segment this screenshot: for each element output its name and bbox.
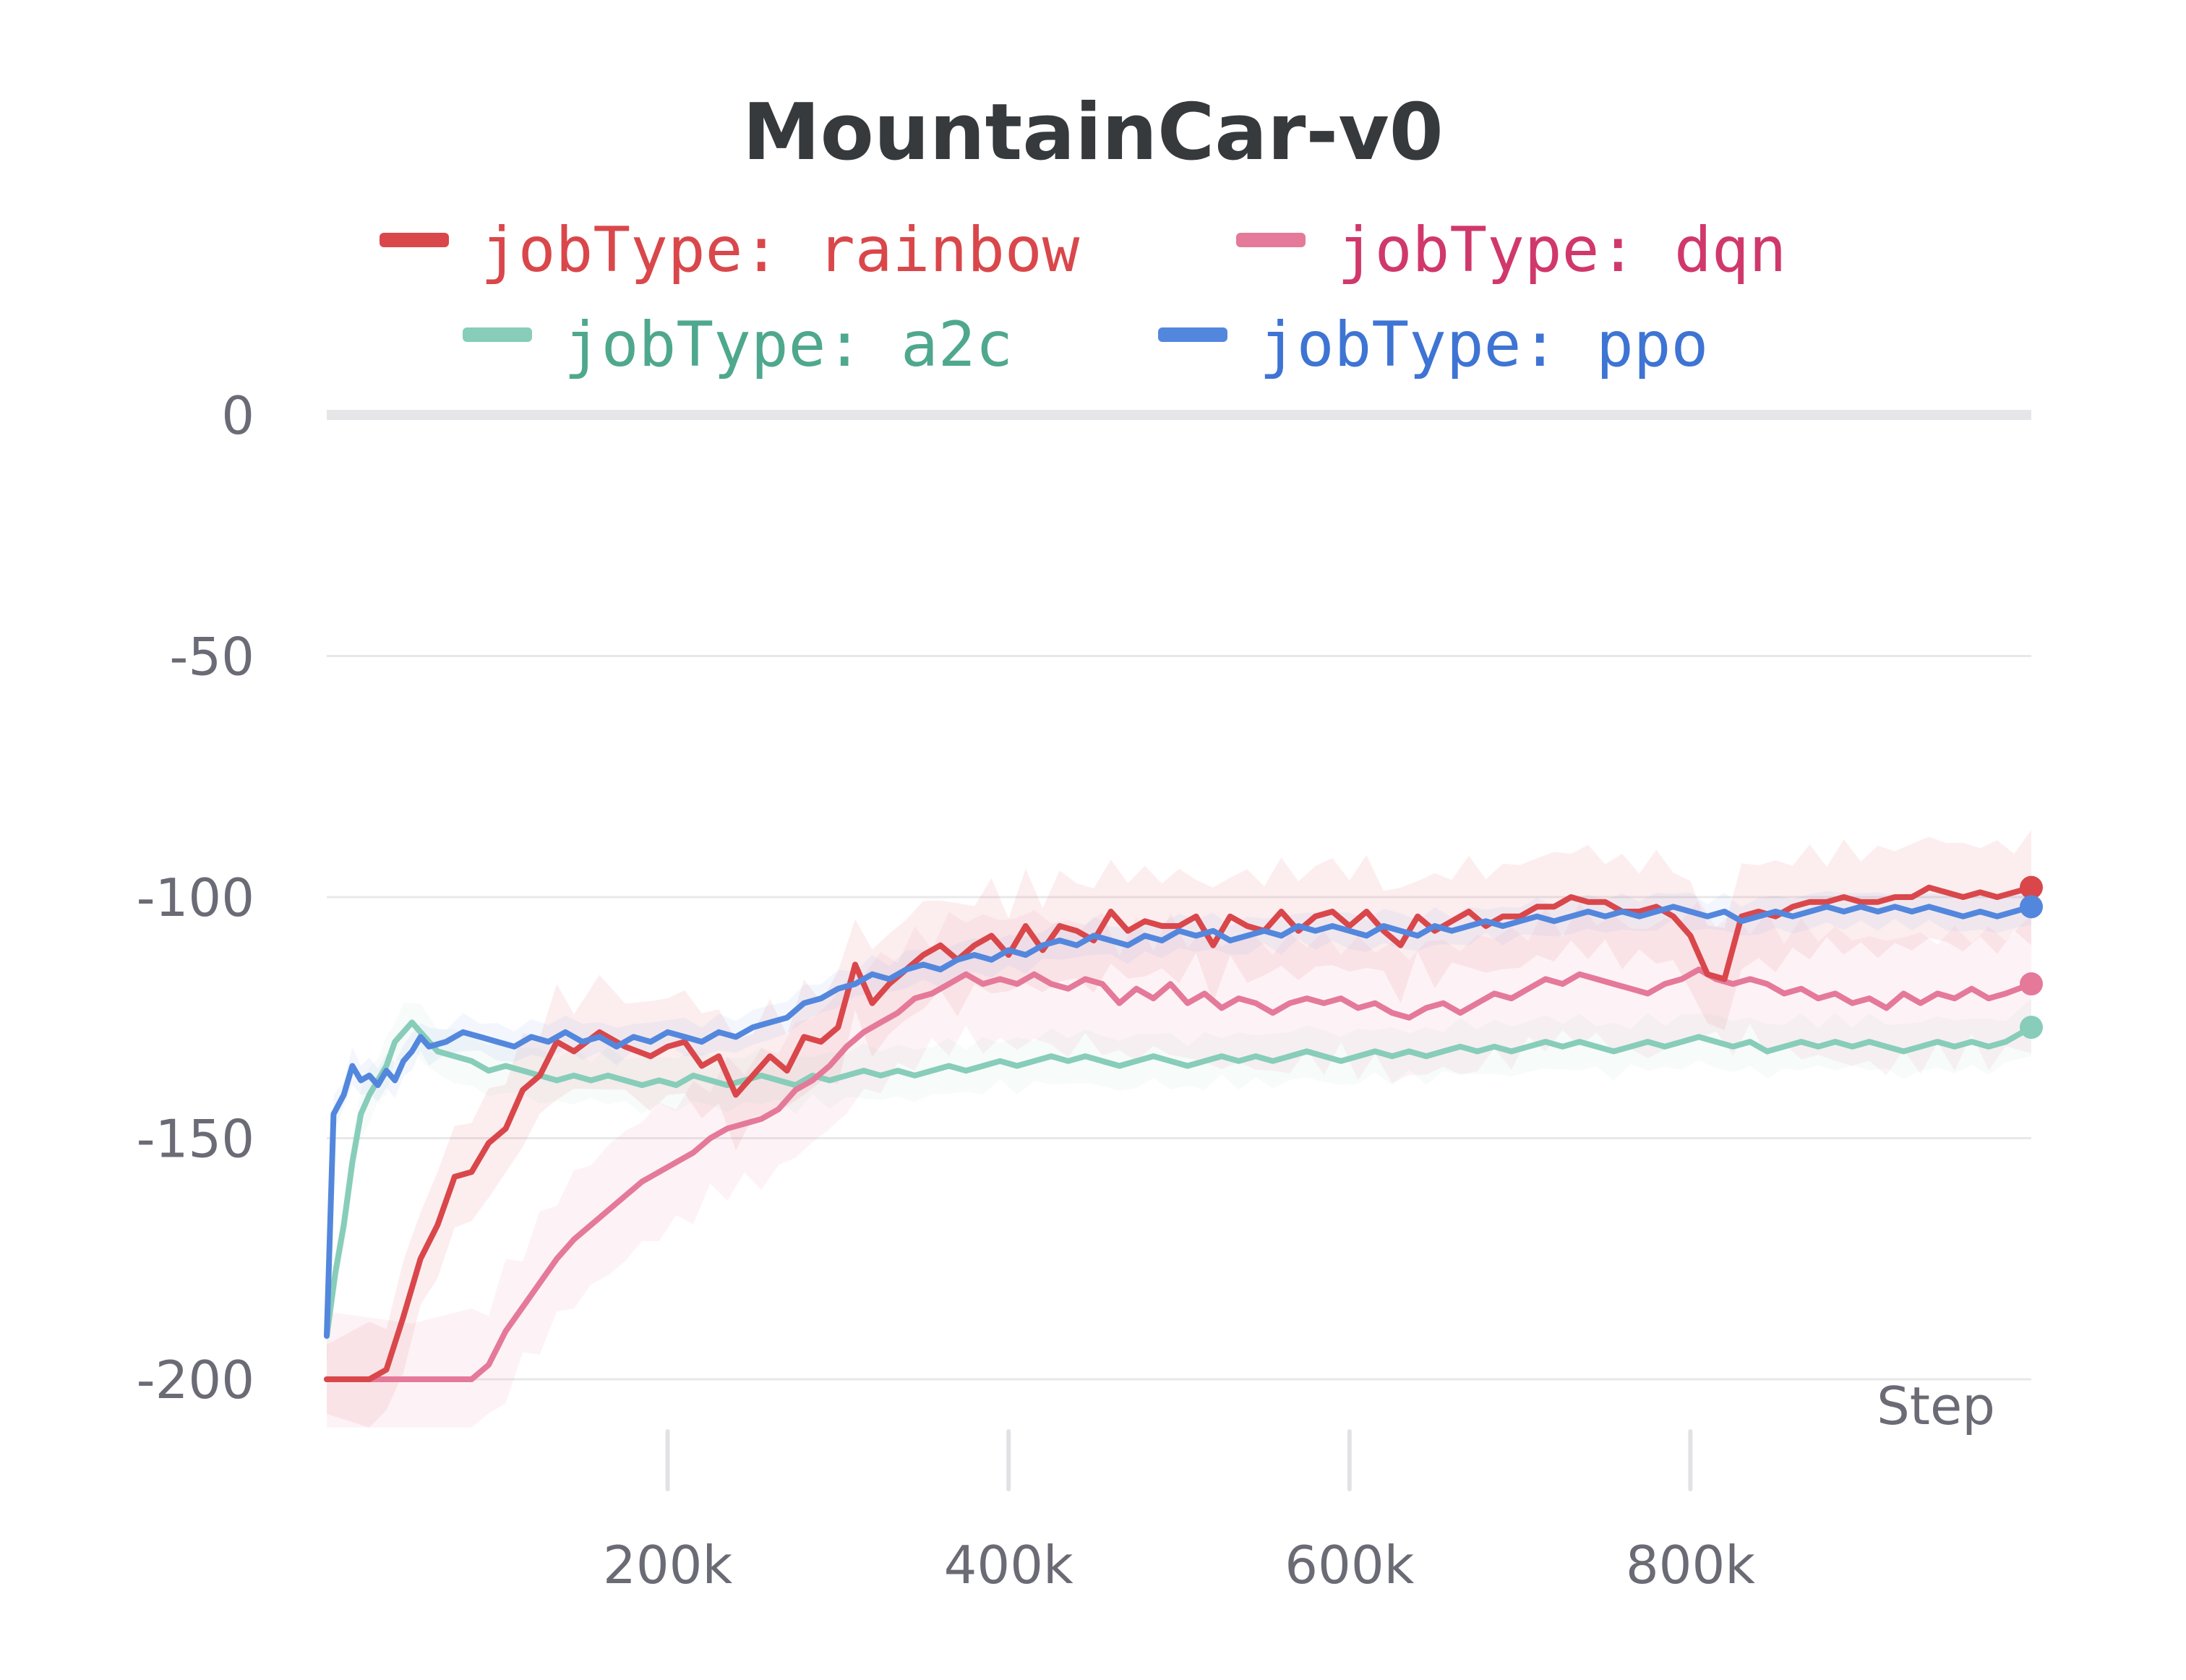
chart-title: MountainCar-v0 — [742, 87, 1444, 178]
grid — [327, 410, 2031, 1381]
legend-swatch-ppo — [1158, 327, 1227, 342]
band-rainbow — [327, 829, 2031, 1428]
endpoint-ppo[interactable] — [2020, 895, 2043, 919]
legend-label-a2c: jobType: a2c — [564, 309, 1013, 381]
series-lines — [324, 884, 2034, 1382]
endpoint-dqn[interactable] — [2020, 972, 2043, 996]
y-tick-label: -100 — [137, 867, 254, 928]
legend-label-ppo: jobType: ppo — [1259, 309, 1708, 381]
x-tick-label: 200k — [603, 1535, 732, 1595]
band-a2c — [327, 998, 2031, 1364]
endpoint-rainbow[interactable] — [2020, 875, 2043, 899]
line-dqn[interactable] — [324, 967, 2034, 1382]
endpoint-a2c[interactable] — [2020, 1016, 2043, 1040]
series-endpoints — [2020, 875, 2043, 1040]
legend-swatch-dqn — [1236, 233, 1306, 247]
x-tick-label: 400k — [944, 1535, 1073, 1595]
legend-item-ppo[interactable]: jobType: ppo — [1158, 309, 1708, 381]
legend: jobType: rainbow jobType: dqn jobType: a… — [380, 214, 1786, 381]
y-tick-label: -200 — [137, 1350, 254, 1410]
legend-item-a2c[interactable]: jobType: a2c — [463, 309, 1013, 381]
y-axis: 0 -50 -100 -150 -200 — [137, 385, 254, 1410]
x-tick-label: 600k — [1285, 1535, 1414, 1595]
y-tick-label: -150 — [137, 1109, 254, 1170]
band-dqn — [327, 899, 2031, 1428]
line-ppo[interactable] — [324, 904, 2034, 1339]
y-tick-label: 0 — [221, 385, 254, 446]
y-tick-label: -50 — [169, 627, 254, 687]
line-a2c[interactable] — [324, 1019, 2034, 1339]
x-tick-label: 800k — [1626, 1535, 1755, 1595]
legend-item-dqn[interactable]: jobType: dqn — [1236, 214, 1786, 286]
legend-label-dqn: jobType: dqn — [1337, 214, 1786, 286]
x-axis-label: Step — [1877, 1376, 1995, 1436]
legend-swatch-a2c — [463, 327, 532, 342]
legend-label-rainbow: jobType: rainbow — [481, 214, 1080, 286]
legend-item-rainbow[interactable]: jobType: rainbow — [380, 214, 1080, 286]
confidence-bands — [327, 829, 2031, 1428]
x-axis: 200k 400k 600k 800k — [603, 1429, 1755, 1595]
legend-swatch-rainbow — [380, 233, 449, 247]
